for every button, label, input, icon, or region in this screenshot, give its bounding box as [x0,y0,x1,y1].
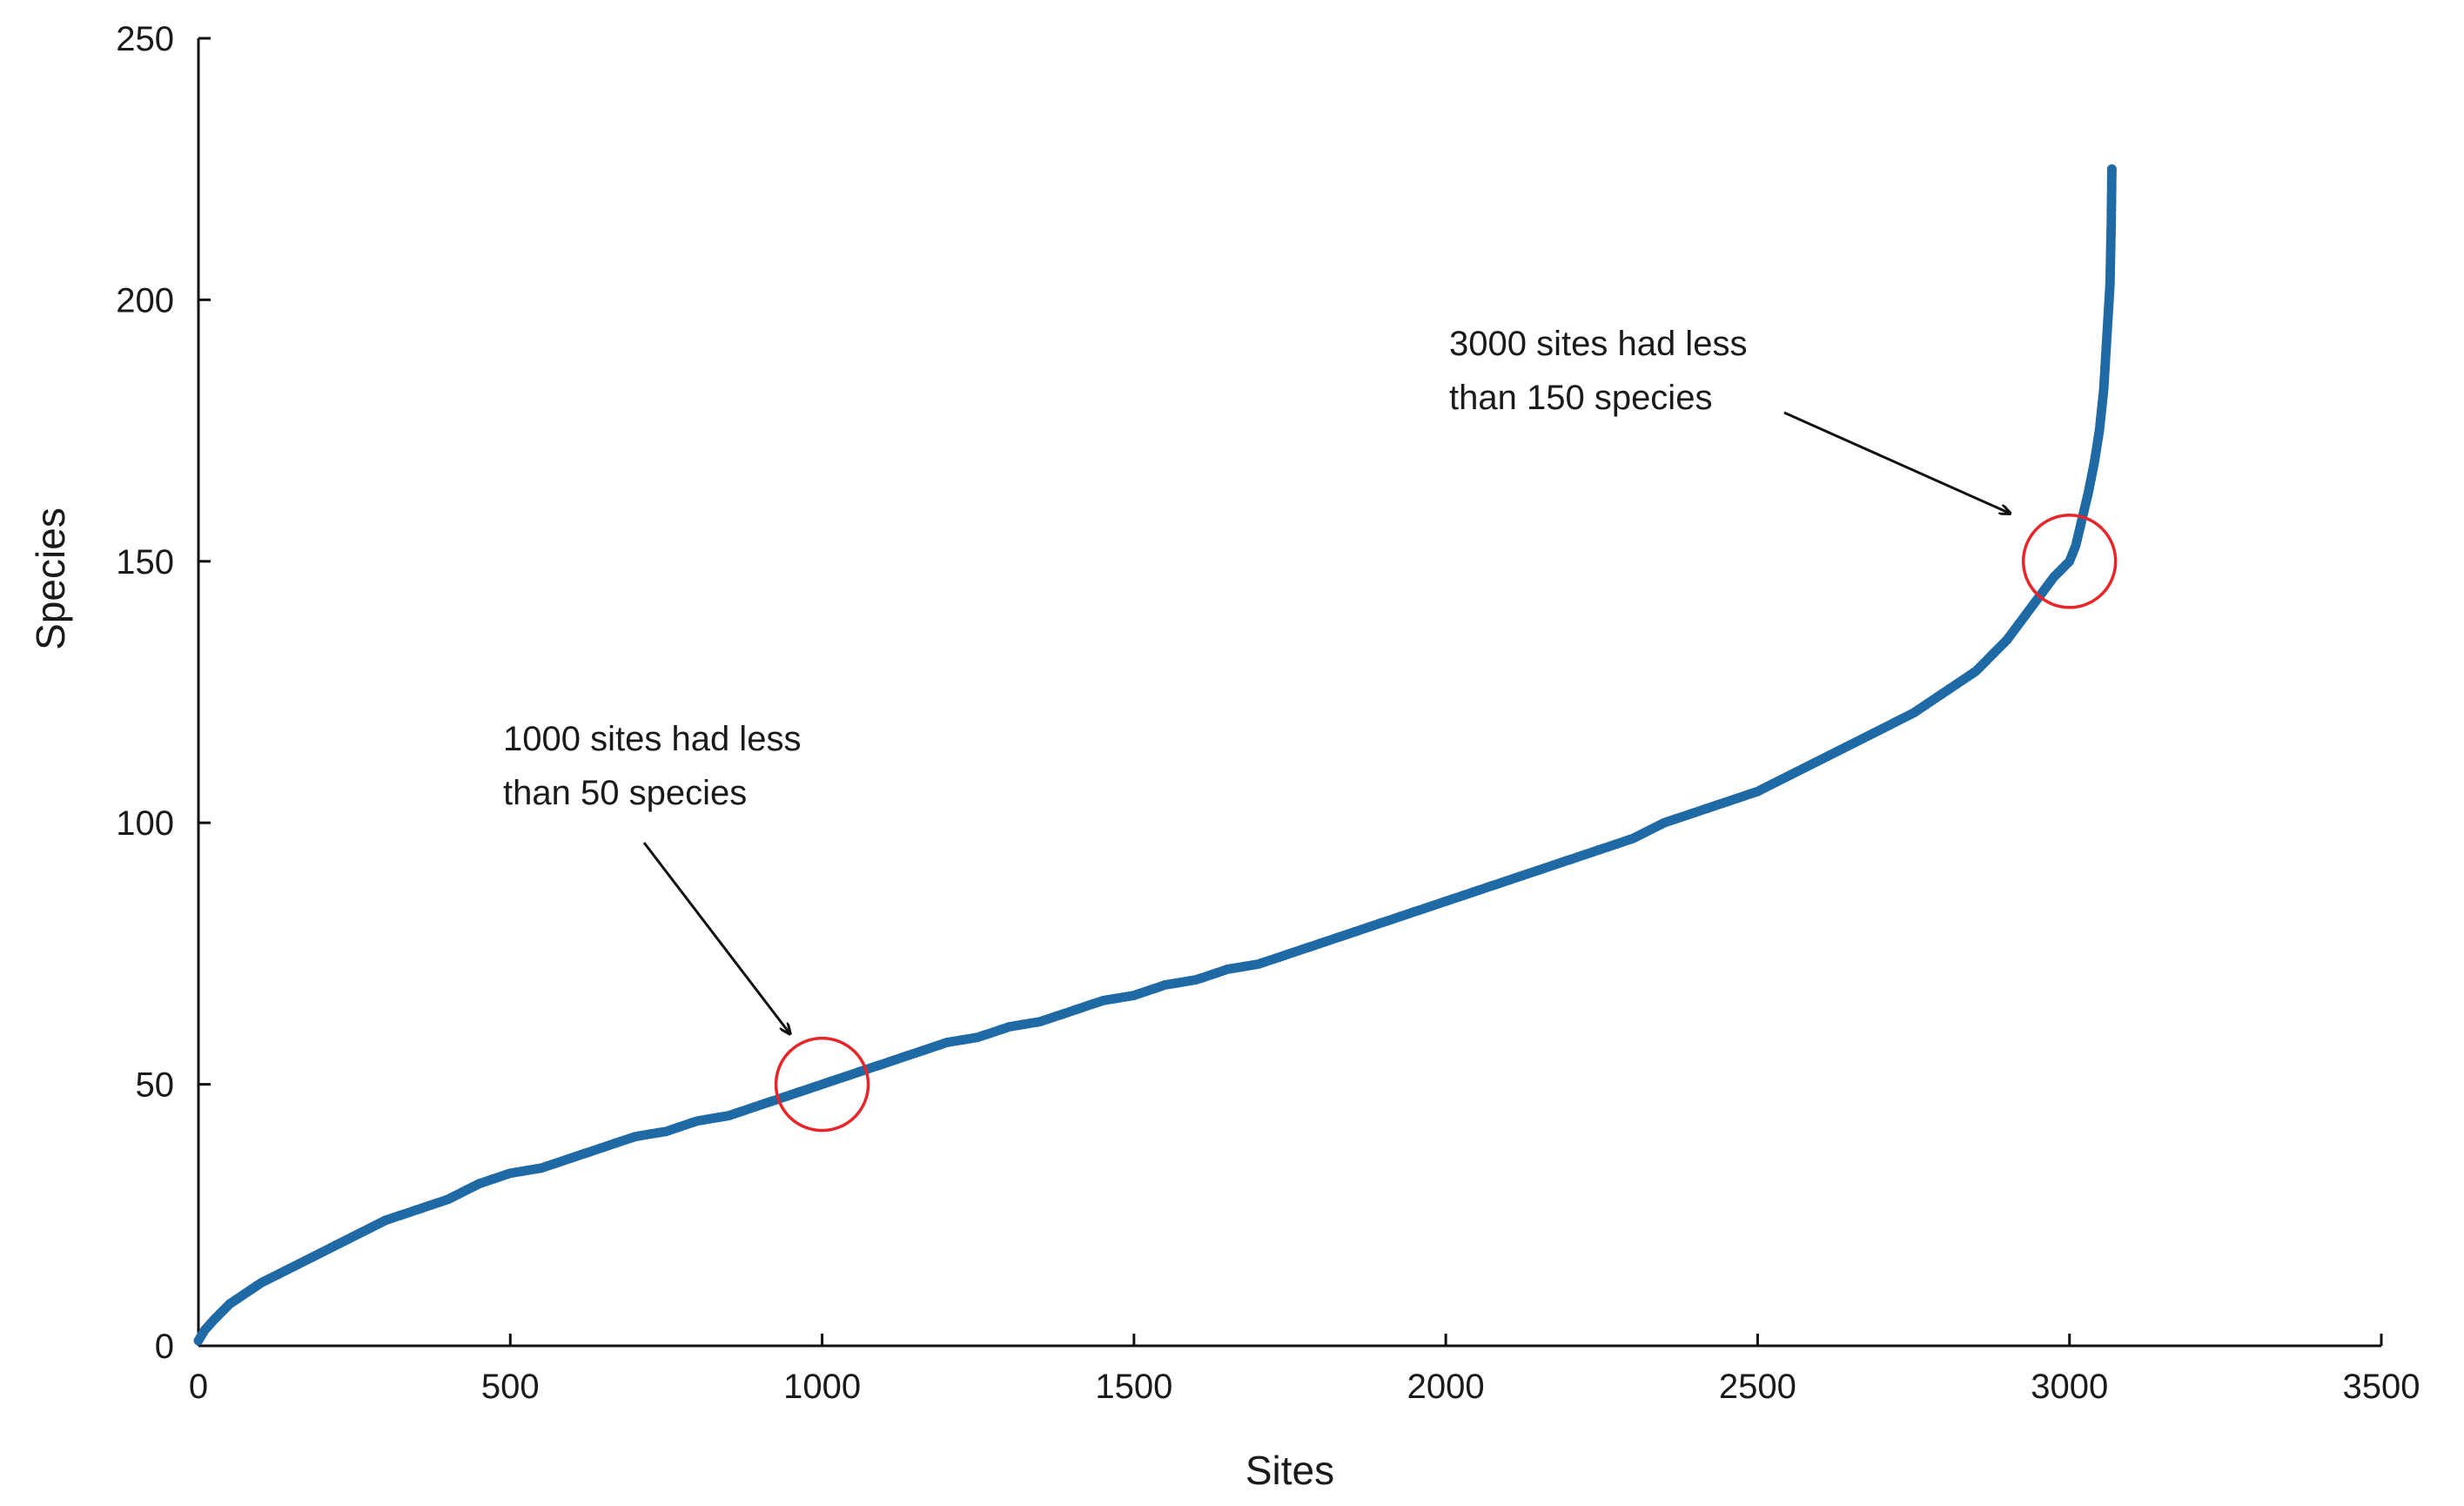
y-tick-label: 200 [116,281,174,319]
x-tick-label: 1500 [1095,1368,1172,1406]
x-tick-label: 1000 [783,1368,861,1406]
y-tick-label: 100 [116,804,174,843]
annotation-text: than 150 species [1449,379,1712,417]
y-tick-label: 250 [116,20,174,58]
highlight-circles [774,514,2118,1133]
y-tick-label: 0 [155,1328,174,1366]
annotations: 1000 sites had less than 50 species 3000 s… [503,325,2011,1034]
annotation-text: 1000 sites had less [503,720,801,758]
plot-axes [197,38,2381,1348]
annotation-arrow [1783,411,2011,514]
y-axis-title: Species [28,508,73,650]
y-tick-label: 150 [116,543,174,582]
x-axis-ticks: 0 500 1000 1500 2000 2500 3000 3500 [189,1334,2420,1406]
y-tick-label: 50 [136,1066,175,1105]
x-tick-label: 3000 [2031,1368,2108,1406]
annotation-text: than 50 species [503,774,747,812]
x-tick-label: 2500 [1719,1368,1796,1406]
highlight-circle [774,1036,870,1133]
data-point [2106,164,2117,174]
data-points [193,164,2117,1346]
highlight-circle [2021,514,2118,609]
annotation-arrow [642,842,790,1034]
x-tick-label: 2000 [1407,1368,1485,1406]
x-tick-label: 500 [481,1368,540,1406]
y-axis-ticks: 0 50 100 150 200 250 [116,20,211,1366]
x-tick-label: 0 [189,1368,208,1406]
x-tick-label: 3500 [2343,1368,2420,1406]
x-axis-title: Sites [1245,1448,1334,1493]
annotation-text: 3000 sites had less [1449,325,1747,363]
